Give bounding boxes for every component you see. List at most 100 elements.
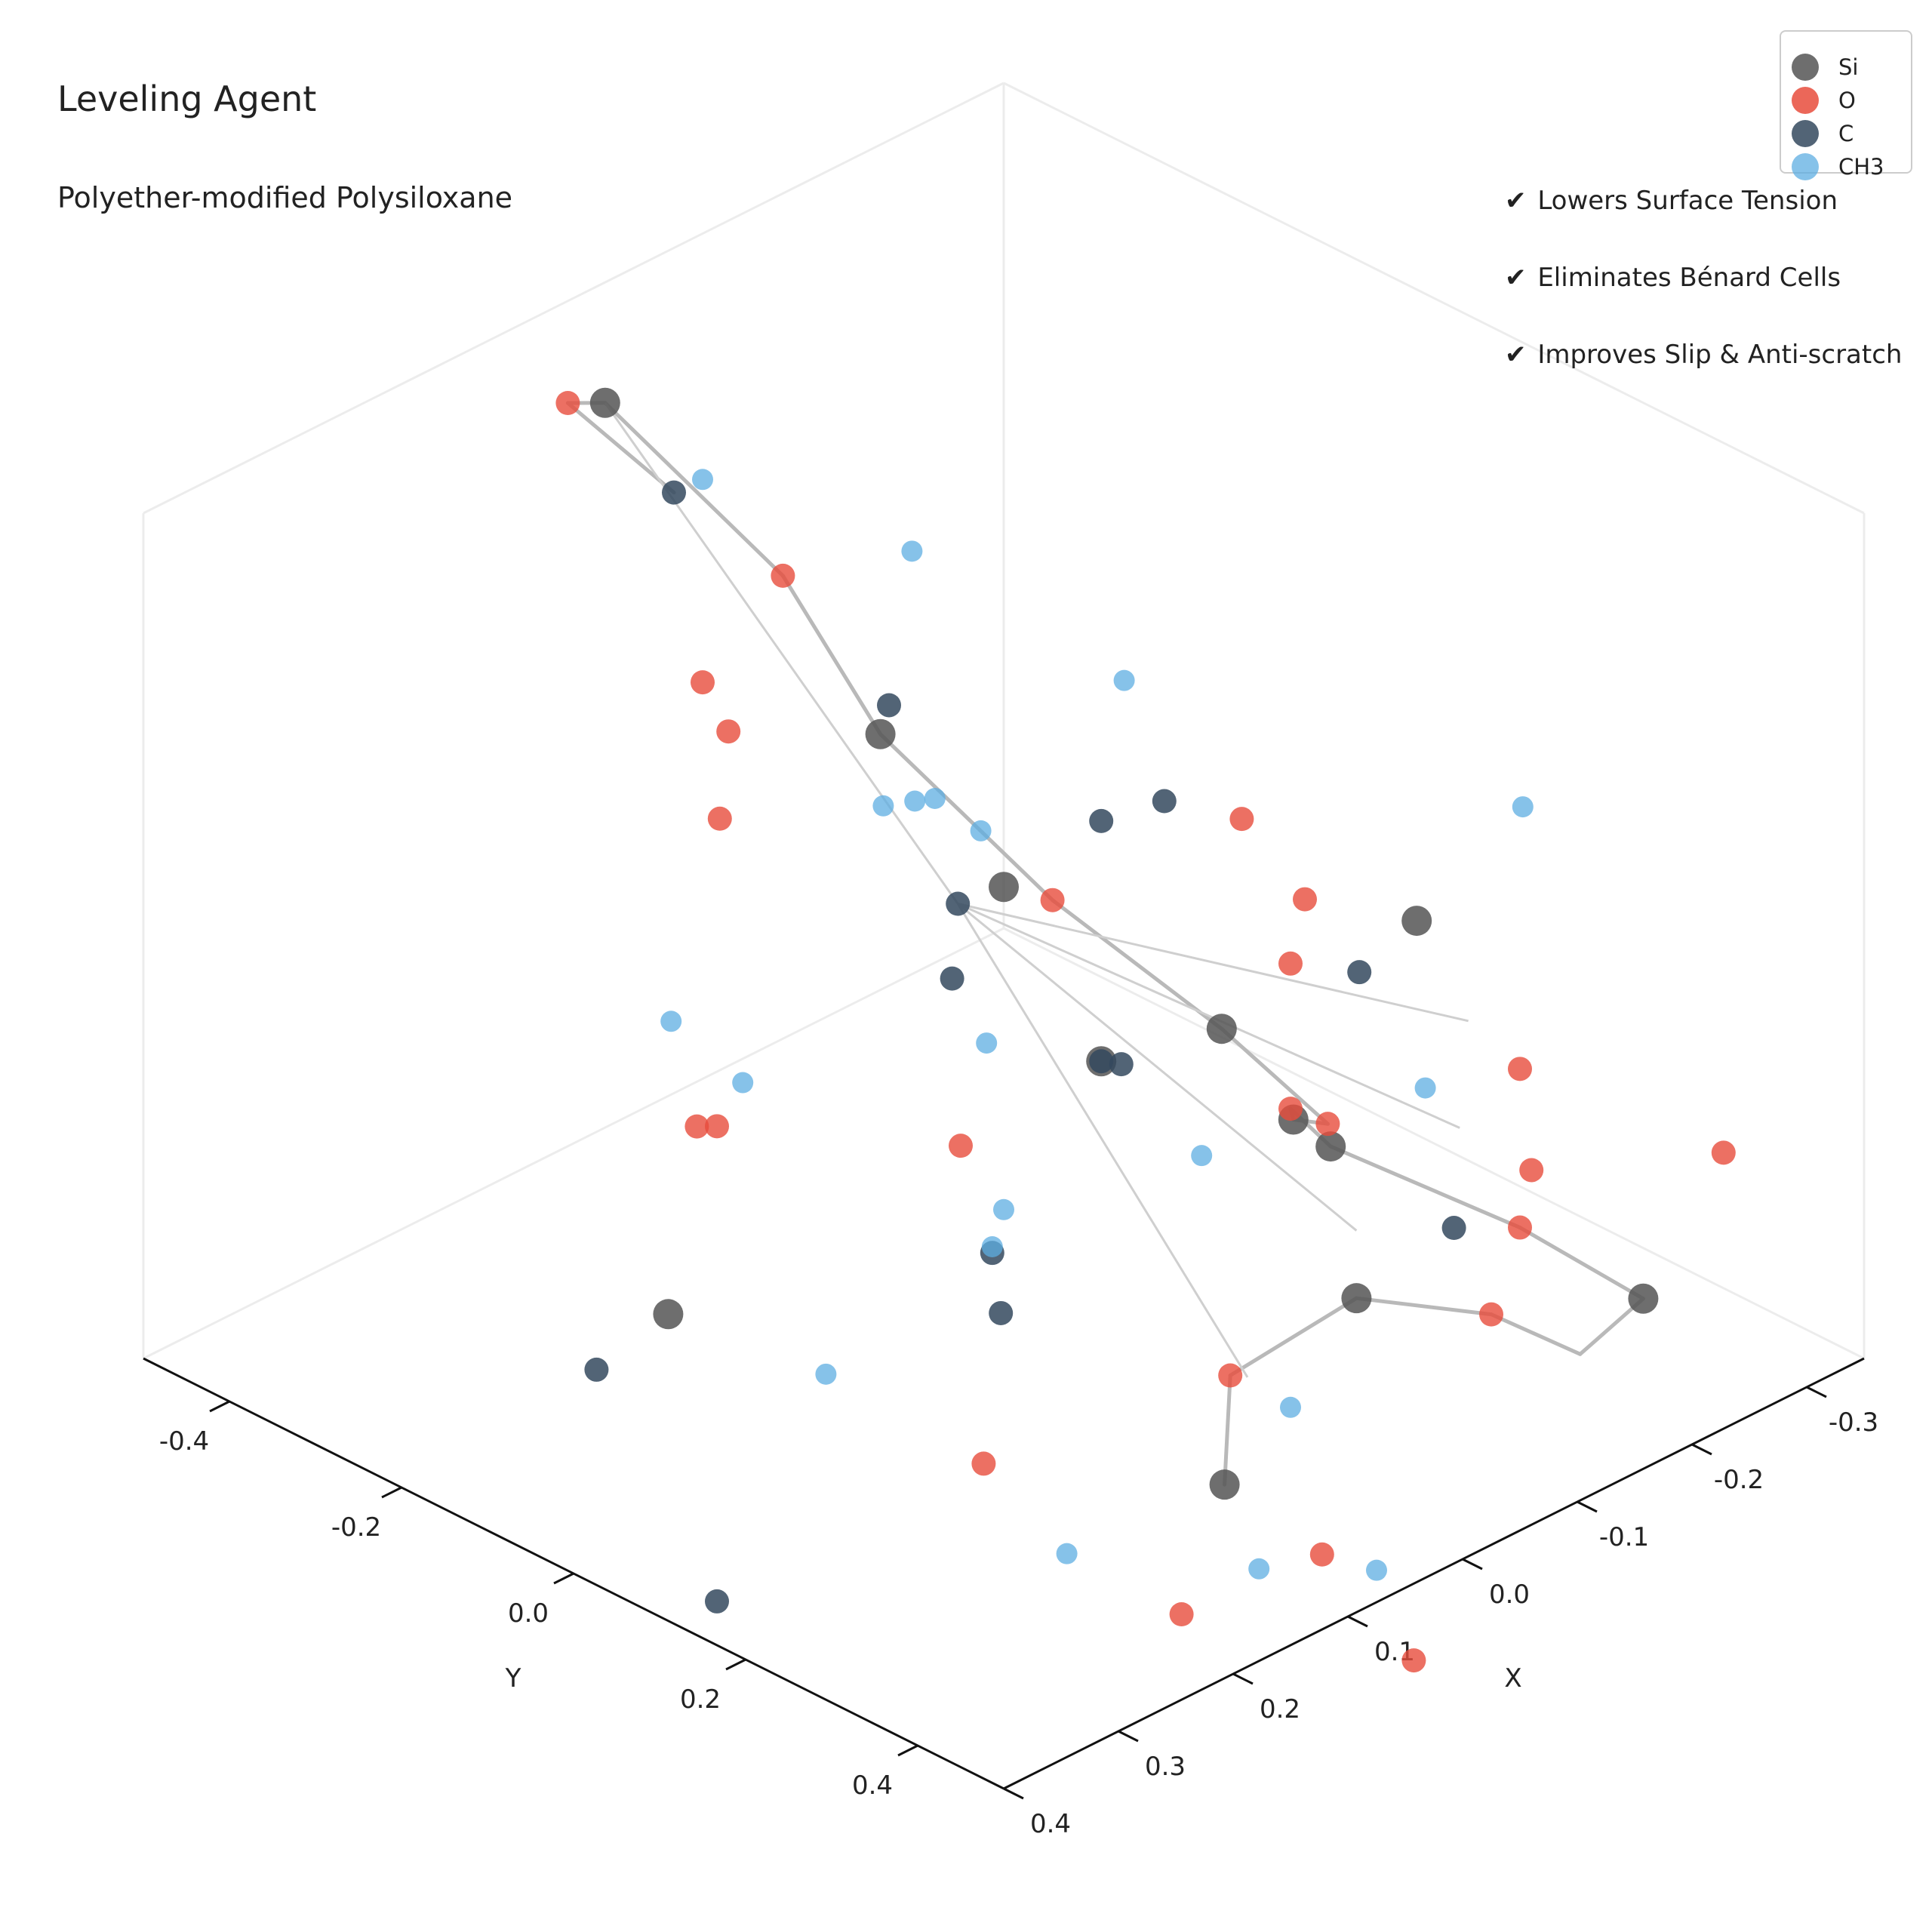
atom-ch3 xyxy=(1366,1559,1387,1581)
y-tick-label: 0.4 xyxy=(852,1770,893,1801)
x-axis-label: X xyxy=(1504,1663,1521,1694)
atom-c xyxy=(946,891,971,916)
legend-label: C xyxy=(1838,121,1854,146)
atom-c xyxy=(940,966,964,991)
legend-label: O xyxy=(1838,88,1856,113)
y-tick xyxy=(897,1744,918,1757)
atom-si xyxy=(589,387,620,418)
atom-ch3 xyxy=(970,820,992,841)
y-tick-label: 0.2 xyxy=(680,1684,721,1715)
atom-o xyxy=(1309,1542,1334,1567)
axes-lines: -0.3-0.2-0.10.00.10.20.30.4-0.4-0.20.00.… xyxy=(143,1357,1878,1839)
chart-title: Leveling Agent xyxy=(57,78,317,119)
atom-o xyxy=(1040,888,1065,912)
feature-item: ✔ Improves Slip & Anti-scratch xyxy=(1505,340,1902,370)
x-tick-label: -0.2 xyxy=(1714,1465,1764,1495)
atom-o xyxy=(1315,1112,1340,1137)
x-tick xyxy=(1003,1787,1024,1800)
feature-text: Eliminates Bénard Cells xyxy=(1537,263,1841,293)
atom-si xyxy=(989,872,1019,903)
backbone-bond xyxy=(1051,898,1224,1031)
atom-o xyxy=(949,1134,973,1158)
atom-o xyxy=(1519,1158,1544,1183)
atom-ch3 xyxy=(815,1363,837,1385)
x-tick xyxy=(1806,1386,1827,1398)
legend: Si O C CH3 xyxy=(1780,30,1912,180)
atom-ch3 xyxy=(976,1032,998,1054)
legend-marker-c xyxy=(1792,120,1819,147)
atom-o xyxy=(705,1114,729,1139)
atom-o xyxy=(1479,1302,1503,1327)
atom-ch3 xyxy=(1056,1543,1078,1564)
atom-c xyxy=(1347,960,1372,985)
atom-o xyxy=(555,391,580,415)
atom-si xyxy=(865,718,896,749)
atom-si xyxy=(653,1299,684,1330)
x-tick xyxy=(1462,1558,1483,1571)
x-tick-label: 0.0 xyxy=(1489,1580,1530,1610)
atom-c xyxy=(1089,1049,1114,1074)
pane-edge xyxy=(143,927,1004,1360)
backbone-bond xyxy=(1489,1312,1583,1356)
backbone-bond xyxy=(1223,1374,1232,1487)
legend-item-si: Si xyxy=(1792,52,1858,82)
pane-edge xyxy=(143,82,1004,515)
atom-o xyxy=(1229,807,1254,832)
y-tick xyxy=(209,1400,230,1413)
backbone-bond xyxy=(1354,1296,1494,1317)
atom-o xyxy=(1278,951,1303,976)
atom-o xyxy=(716,719,741,744)
side-chain-link xyxy=(957,903,1460,1129)
feature-text: Improves Slip & Anti-scratch xyxy=(1537,340,1903,370)
atom-ch3 xyxy=(660,1011,682,1032)
atom-ch3 xyxy=(981,1236,1003,1257)
legend-marker-si xyxy=(1792,54,1819,81)
atom-o xyxy=(1508,1215,1532,1240)
atom-ch3 xyxy=(732,1072,754,1094)
x-tick-label: 0.3 xyxy=(1145,1752,1186,1782)
y-tick xyxy=(553,1572,574,1585)
x-tick xyxy=(1118,1730,1139,1743)
backbone-bond xyxy=(1220,1026,1330,1126)
backbone-bond xyxy=(878,732,1055,903)
side-chain-link xyxy=(604,401,959,905)
side-chain-link xyxy=(956,903,1249,1378)
y-tick xyxy=(725,1658,746,1671)
atom-o xyxy=(771,563,795,588)
check-icon: ✔ xyxy=(1505,263,1527,293)
atom-si xyxy=(1209,1469,1240,1500)
atom-ch3 xyxy=(1248,1558,1270,1580)
legend-marker-ch3 xyxy=(1792,153,1819,180)
atom-c xyxy=(989,1300,1014,1325)
feature-item: ✔ Eliminates Bénard Cells xyxy=(1505,263,1841,293)
chart-subtitle: Polyether-modified Polysiloxane xyxy=(57,181,513,214)
backbone-bond xyxy=(603,401,785,578)
x-tick xyxy=(1232,1672,1254,1685)
atom-o xyxy=(1293,887,1317,912)
atom-ch3 xyxy=(993,1198,1014,1220)
legend-item-ch3: CH3 xyxy=(1792,152,1884,182)
atom-ch3 xyxy=(1414,1077,1436,1099)
legend-label: CH3 xyxy=(1838,154,1884,180)
atom-ch3 xyxy=(1280,1396,1301,1418)
backbone-bond xyxy=(1228,1296,1358,1377)
atom-ch3 xyxy=(1512,796,1534,818)
y-tick xyxy=(381,1486,402,1499)
atom-si xyxy=(1628,1283,1659,1314)
atom-ch3 xyxy=(1113,669,1135,691)
atom-o xyxy=(971,1451,996,1476)
legend-item-c: C xyxy=(1792,118,1854,149)
atom-o xyxy=(1711,1140,1736,1165)
x-tick xyxy=(1577,1500,1598,1513)
atom-si xyxy=(1315,1131,1346,1162)
atom-o xyxy=(1508,1057,1532,1081)
atoms-layer xyxy=(555,387,1736,1673)
feature-text: Lowers Surface Tension xyxy=(1537,186,1838,216)
atom-ch3 xyxy=(901,540,923,562)
x-tick xyxy=(1691,1443,1712,1456)
atom-c xyxy=(1089,808,1114,833)
x-tick-label: 0.4 xyxy=(1030,1809,1071,1839)
legend-marker-o xyxy=(1792,87,1819,114)
atom-c xyxy=(877,693,901,718)
check-icon: ✔ xyxy=(1505,340,1527,370)
